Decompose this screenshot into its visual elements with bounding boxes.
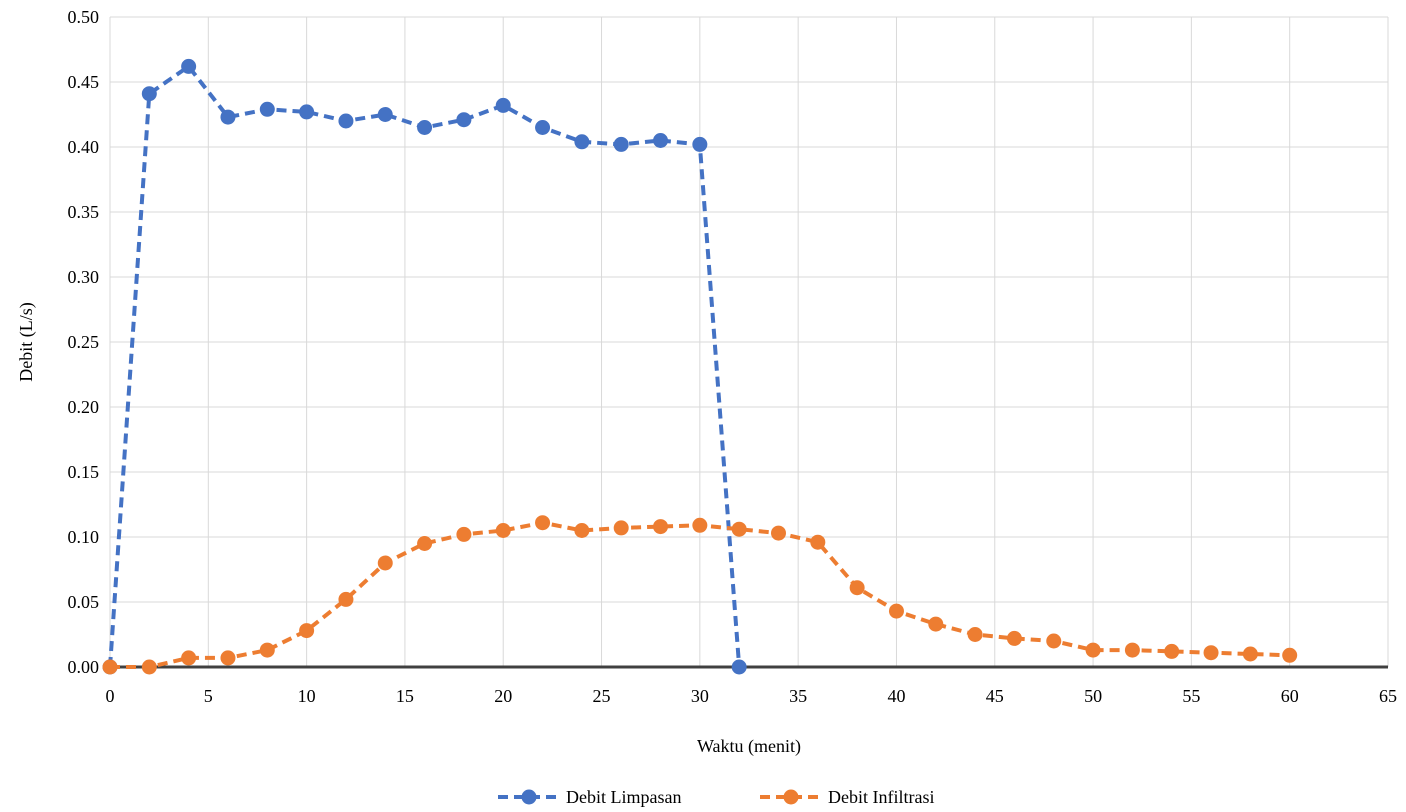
x-tick-label-25: 25 — [593, 686, 611, 706]
data-point-debit-infiltrasi-9 — [456, 526, 472, 542]
data-point-debit-infiltrasi-2 — [181, 650, 197, 666]
x-tick-label-5: 5 — [204, 686, 213, 706]
x-tick-label-30: 30 — [691, 686, 709, 706]
data-point-debit-infiltrasi-29 — [1242, 646, 1258, 662]
y-tick-label-0-35: 0.35 — [68, 202, 100, 222]
data-point-debit-infiltrasi-18 — [810, 534, 826, 550]
series-group — [102, 58, 1298, 675]
data-point-debit-infiltrasi-21 — [928, 616, 944, 632]
data-point-debit-infiltrasi-30 — [1282, 647, 1298, 663]
y-tick-label-0-00: 0.00 — [68, 657, 100, 677]
legend-item-debit-limpasan: Debit Limpasan — [498, 787, 681, 807]
x-tick-label-65: 65 — [1379, 686, 1397, 706]
data-point-debit-infiltrasi-7 — [377, 555, 393, 571]
gridlines — [109, 16, 1389, 667]
x-tick-label-45: 45 — [986, 686, 1004, 706]
data-point-debit-infiltrasi-5 — [299, 623, 315, 639]
x-tick-labels: 0 5 10 15 20 25 30 35 40 45 50 55 60 65 — [106, 686, 1398, 706]
y-tick-label-0-10: 0.10 — [68, 527, 100, 547]
data-point-debit-limpasan-4 — [259, 101, 275, 117]
x-tick-label-60: 60 — [1281, 686, 1299, 706]
x-tick-label-40: 40 — [887, 686, 905, 706]
y-tick-label-0-20: 0.20 — [68, 397, 100, 417]
data-point-debit-limpasan-11 — [535, 120, 551, 135]
data-point-debit-infiltrasi-4 — [259, 642, 275, 658]
data-point-debit-limpasan-16 — [731, 659, 747, 675]
legend: Debit Limpasan Debit Infiltrasi — [498, 787, 934, 807]
x-tick-label-0: 0 — [106, 686, 115, 706]
data-point-debit-infiltrasi-6 — [338, 591, 354, 607]
data-point-debit-limpasan-8 — [417, 120, 433, 135]
data-point-debit-infiltrasi-11 — [535, 515, 551, 531]
data-point-debit-infiltrasi-1 — [141, 659, 157, 675]
data-point-debit-infiltrasi-14 — [653, 519, 669, 535]
series-debit-limpasan — [102, 58, 747, 675]
data-point-debit-limpasan-15 — [692, 136, 708, 152]
data-point-debit-limpasan-2 — [181, 58, 197, 74]
data-point-debit-infiltrasi-27 — [1164, 643, 1180, 659]
y-tick-label-0-05: 0.05 — [68, 592, 100, 612]
data-point-debit-infiltrasi-25 — [1085, 642, 1101, 658]
data-point-debit-infiltrasi-10 — [495, 523, 511, 538]
x-tick-label-35: 35 — [789, 686, 807, 706]
x-tick-label-50: 50 — [1084, 686, 1102, 706]
data-point-debit-limpasan-13 — [613, 136, 629, 152]
data-point-debit-infiltrasi-26 — [1124, 642, 1140, 658]
data-point-debit-infiltrasi-28 — [1203, 645, 1219, 661]
data-point-debit-limpasan-6 — [338, 113, 354, 129]
data-point-debit-limpasan-7 — [377, 107, 393, 122]
x-tick-label-10: 10 — [298, 686, 316, 706]
data-point-debit-infiltrasi-15 — [692, 517, 708, 533]
y-tick-label-0-30: 0.30 — [68, 267, 100, 287]
data-point-debit-infiltrasi-20 — [888, 603, 904, 619]
data-point-debit-infiltrasi-17 — [770, 525, 786, 541]
x-axis-title: Waktu (menit) — [697, 736, 801, 757]
data-point-debit-infiltrasi-22 — [967, 627, 983, 642]
y-tick-label-0-25: 0.25 — [68, 332, 100, 352]
data-point-debit-limpasan-14 — [653, 133, 669, 148]
y-tick-label-0-15: 0.15 — [68, 462, 100, 482]
data-point-debit-infiltrasi-13 — [613, 520, 629, 536]
data-point-debit-infiltrasi-19 — [849, 580, 865, 596]
y-axis-title: Debit (L/s) — [16, 302, 37, 381]
legend-marker-debit-limpasan — [521, 789, 537, 805]
data-point-debit-limpasan-1 — [141, 86, 157, 102]
legend-marker-debit-infiltrasi — [783, 789, 799, 805]
data-point-debit-infiltrasi-12 — [574, 523, 590, 538]
y-tick-label-0-40: 0.40 — [68, 137, 100, 157]
data-point-debit-limpasan-5 — [299, 104, 315, 120]
x-tick-label-55: 55 — [1182, 686, 1200, 706]
data-point-debit-infiltrasi-16 — [731, 521, 747, 537]
data-point-debit-infiltrasi-3 — [220, 650, 236, 666]
legend-label-debit-limpasan: Debit Limpasan — [566, 787, 681, 807]
x-tick-label-20: 20 — [494, 686, 512, 706]
y-tick-labels: 0.00 0.05 0.10 0.15 0.20 0.25 0.30 0.35 0.40 0.45… — [68, 7, 100, 677]
x-tick-label-15: 15 — [396, 686, 414, 706]
y-tick-label-0-45: 0.45 — [68, 72, 100, 92]
legend-item-debit-infiltrasi: Debit Infiltrasi — [760, 787, 934, 807]
data-point-debit-limpasan-10 — [495, 97, 511, 113]
data-point-debit-limpasan-9 — [456, 112, 472, 128]
legend-label-debit-infiltrasi: Debit Infiltrasi — [828, 787, 934, 807]
data-point-debit-infiltrasi-24 — [1046, 633, 1062, 649]
y-tick-label-0-50: 0.50 — [68, 7, 100, 27]
data-point-debit-infiltrasi-8 — [417, 536, 433, 551]
data-point-debit-infiltrasi-23 — [1006, 630, 1022, 646]
data-point-debit-infiltrasi-0 — [102, 659, 118, 675]
data-point-debit-limpasan-3 — [220, 109, 236, 125]
data-point-debit-limpasan-12 — [574, 134, 590, 150]
series-debit-infiltrasi — [102, 515, 1298, 675]
